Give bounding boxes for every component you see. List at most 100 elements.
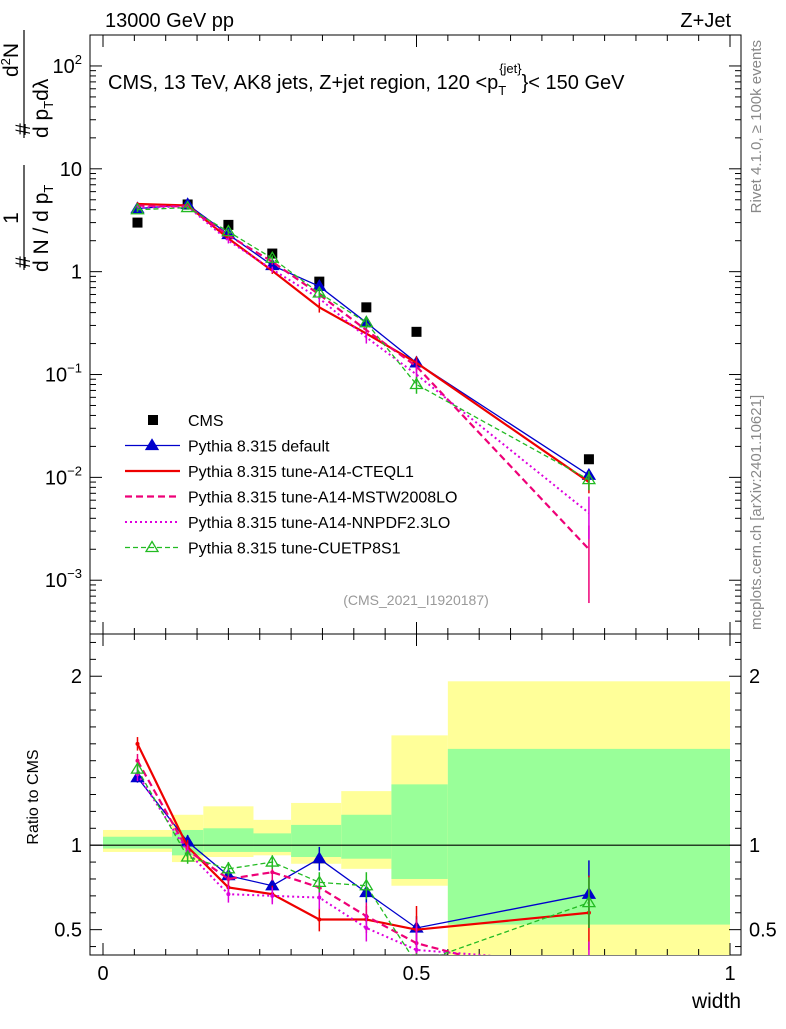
legend: CMS Pythia 8.315 default Pythia 8.315 tune… bbox=[125, 413, 457, 558]
a14_nnpdf-ratio-dot bbox=[414, 947, 419, 952]
header-left: 13000 GeV pp bbox=[105, 10, 234, 32]
band-inner bbox=[291, 824, 342, 858]
x-tick-label: 0 bbox=[97, 963, 108, 985]
lower-y-tick-label-right: 2 bbox=[749, 666, 760, 688]
cuetp8s1-line bbox=[137, 206, 590, 481]
upper-y-tick-label: 10−3 bbox=[45, 566, 82, 592]
ylabel-d: d bbox=[0, 65, 23, 77]
a14_mstw-ratio-dot bbox=[226, 876, 231, 881]
upper-y-tick-label: 10−1 bbox=[45, 361, 82, 387]
tick-exp: −1 bbox=[67, 361, 82, 376]
tick-base: 10 bbox=[45, 365, 67, 387]
a14_nnpdf-ratio-dot bbox=[270, 893, 275, 898]
x-tick-label: 1 bbox=[724, 963, 735, 985]
legend-label-a14_cteql1: Pythia 8.315 tune-A14-CTEQL1 bbox=[188, 464, 414, 481]
title-tail: }< 150 GeV bbox=[522, 72, 626, 94]
lower-y-tick-label-right: 0.5 bbox=[749, 920, 777, 942]
lower-y-label: Ratio to CMS bbox=[25, 749, 42, 844]
tick-exp: −3 bbox=[67, 566, 82, 581]
a14_mstw-ratio-dot bbox=[270, 870, 275, 875]
default-ratio-line bbox=[136, 777, 590, 929]
mcplots-label: mcplots.cern.ch [arXiv:2401.10621] bbox=[748, 395, 765, 630]
ylabel-sup2: 2 bbox=[0, 58, 13, 65]
ylabel-t-sub-2: T bbox=[41, 101, 56, 109]
cms-point bbox=[361, 302, 372, 313]
cuetp8s1-ratio-marker bbox=[265, 854, 280, 867]
a14_nnpdf-ratio-dot bbox=[317, 895, 322, 900]
upper-y-label: # 1 d N / d pT # d2N d pTdλ bbox=[0, 30, 56, 272]
a14_mstw-ratio-line bbox=[136, 760, 466, 955]
cuetp8s1-ratio-marker bbox=[180, 849, 195, 862]
cuetp8s1-marker bbox=[221, 224, 236, 237]
svg-text:d N / d pT: d N / d pT bbox=[30, 185, 56, 272]
a14_cteql1-ratio-dot bbox=[317, 917, 322, 922]
cms-point bbox=[267, 248, 278, 259]
upper-y-tick-label: 10 bbox=[60, 159, 82, 181]
band-inner bbox=[103, 836, 172, 849]
upper-y-tick-label: 102 bbox=[53, 52, 82, 78]
legend-label-a14_nnpdf: Pythia 8.315 tune-A14-NNPDF2.3LO bbox=[188, 515, 450, 532]
svg-text:d2N: d2N bbox=[0, 43, 23, 77]
cuetp8s1-marker bbox=[359, 315, 374, 328]
title-sub: T bbox=[498, 83, 506, 98]
plot-title: CMS, 13 TeV, AK8 jets, Z+jet region, 120… bbox=[108, 61, 625, 98]
cuetp8s1-marker bbox=[312, 285, 327, 298]
tick-base: 10 bbox=[45, 570, 67, 592]
tick-exp: 2 bbox=[75, 52, 82, 67]
upper-y-tick-label: 10−2 bbox=[45, 463, 82, 489]
ylabel-dn: d N / d p bbox=[30, 193, 53, 272]
lower-y-tick-label-right: 1 bbox=[749, 835, 760, 857]
title-sup: {jet} bbox=[499, 61, 522, 76]
band-inner bbox=[341, 814, 392, 859]
ylabel-t-sub: T bbox=[41, 185, 56, 193]
legend-label-cms: CMS bbox=[188, 413, 224, 430]
ylabel-dlam: dλ bbox=[30, 78, 53, 101]
ylabel-dp: d p bbox=[30, 109, 53, 138]
cuetp8s1-marker bbox=[180, 200, 195, 213]
default-ratio-marker bbox=[312, 851, 327, 864]
lower-y-tick-label: 1 bbox=[71, 835, 82, 857]
a14_nnpdf-ratio-dot bbox=[226, 892, 231, 897]
ylabel-one: 1 bbox=[0, 212, 23, 224]
cms-point bbox=[411, 326, 422, 337]
cms-point bbox=[583, 454, 594, 465]
tick-base: 10 bbox=[60, 159, 82, 181]
cuetp8s1-marker bbox=[130, 202, 145, 215]
legend-cuetp8s1-marker bbox=[144, 540, 160, 553]
cuetp8s1-ratio-marker bbox=[130, 761, 145, 774]
cuetp8s1-ratio-marker bbox=[581, 895, 597, 908]
band-inner bbox=[253, 833, 292, 852]
cuetp8s1-ratio-marker bbox=[221, 861, 236, 874]
tick-base: 10 bbox=[53, 56, 75, 78]
legend-cms-marker bbox=[148, 415, 158, 425]
svg-text:1: 1 bbox=[0, 212, 23, 224]
header-right: Z+Jet bbox=[680, 10, 731, 32]
a14_cteql1-ratio-dot bbox=[135, 741, 140, 746]
cuetp8s1-marker bbox=[581, 472, 597, 485]
cuetp8s1-ratio-marker bbox=[312, 875, 327, 888]
a14_mstw-ratio-dot bbox=[135, 758, 140, 763]
lower-y-tick-label: 2 bbox=[71, 666, 82, 688]
title-main: CMS, 13 TeV, AK8 jets, Z+jet region, 120… bbox=[108, 72, 498, 94]
x-axis-label: width bbox=[691, 990, 741, 1013]
tick-exp: −2 bbox=[67, 463, 82, 478]
cuetp8s1-ratio-line bbox=[136, 768, 590, 955]
x-tick-label: 0.5 bbox=[403, 963, 431, 985]
ylabel-n: N bbox=[0, 43, 23, 58]
legend-label-a14_mstw: Pythia 8.315 tune-A14-MSTW2008LO bbox=[188, 490, 457, 507]
band-inner bbox=[203, 828, 254, 852]
lower-y-tick-label: 0.5 bbox=[54, 920, 82, 942]
legend-label-default: Pythia 8.315 default bbox=[188, 439, 330, 456]
watermark: (CMS_2021_I1920187) bbox=[343, 592, 489, 608]
cuetp8s1-marker bbox=[409, 377, 424, 390]
a14_nnpdf-ratio-dot bbox=[364, 925, 369, 930]
cuetp8s1-marker bbox=[265, 250, 280, 263]
legend-label-cuetp8s1: Pythia 8.315 tune-CUETP8S1 bbox=[188, 541, 401, 558]
band-inner bbox=[391, 784, 448, 879]
upper-y-tick-label: 1 bbox=[71, 262, 82, 284]
a14_cteql1-ratio-line bbox=[136, 743, 590, 931]
tick-base: 10 bbox=[45, 467, 67, 489]
tick-base: 1 bbox=[71, 262, 82, 284]
cuetp8s1-ratio-marker bbox=[359, 878, 374, 891]
